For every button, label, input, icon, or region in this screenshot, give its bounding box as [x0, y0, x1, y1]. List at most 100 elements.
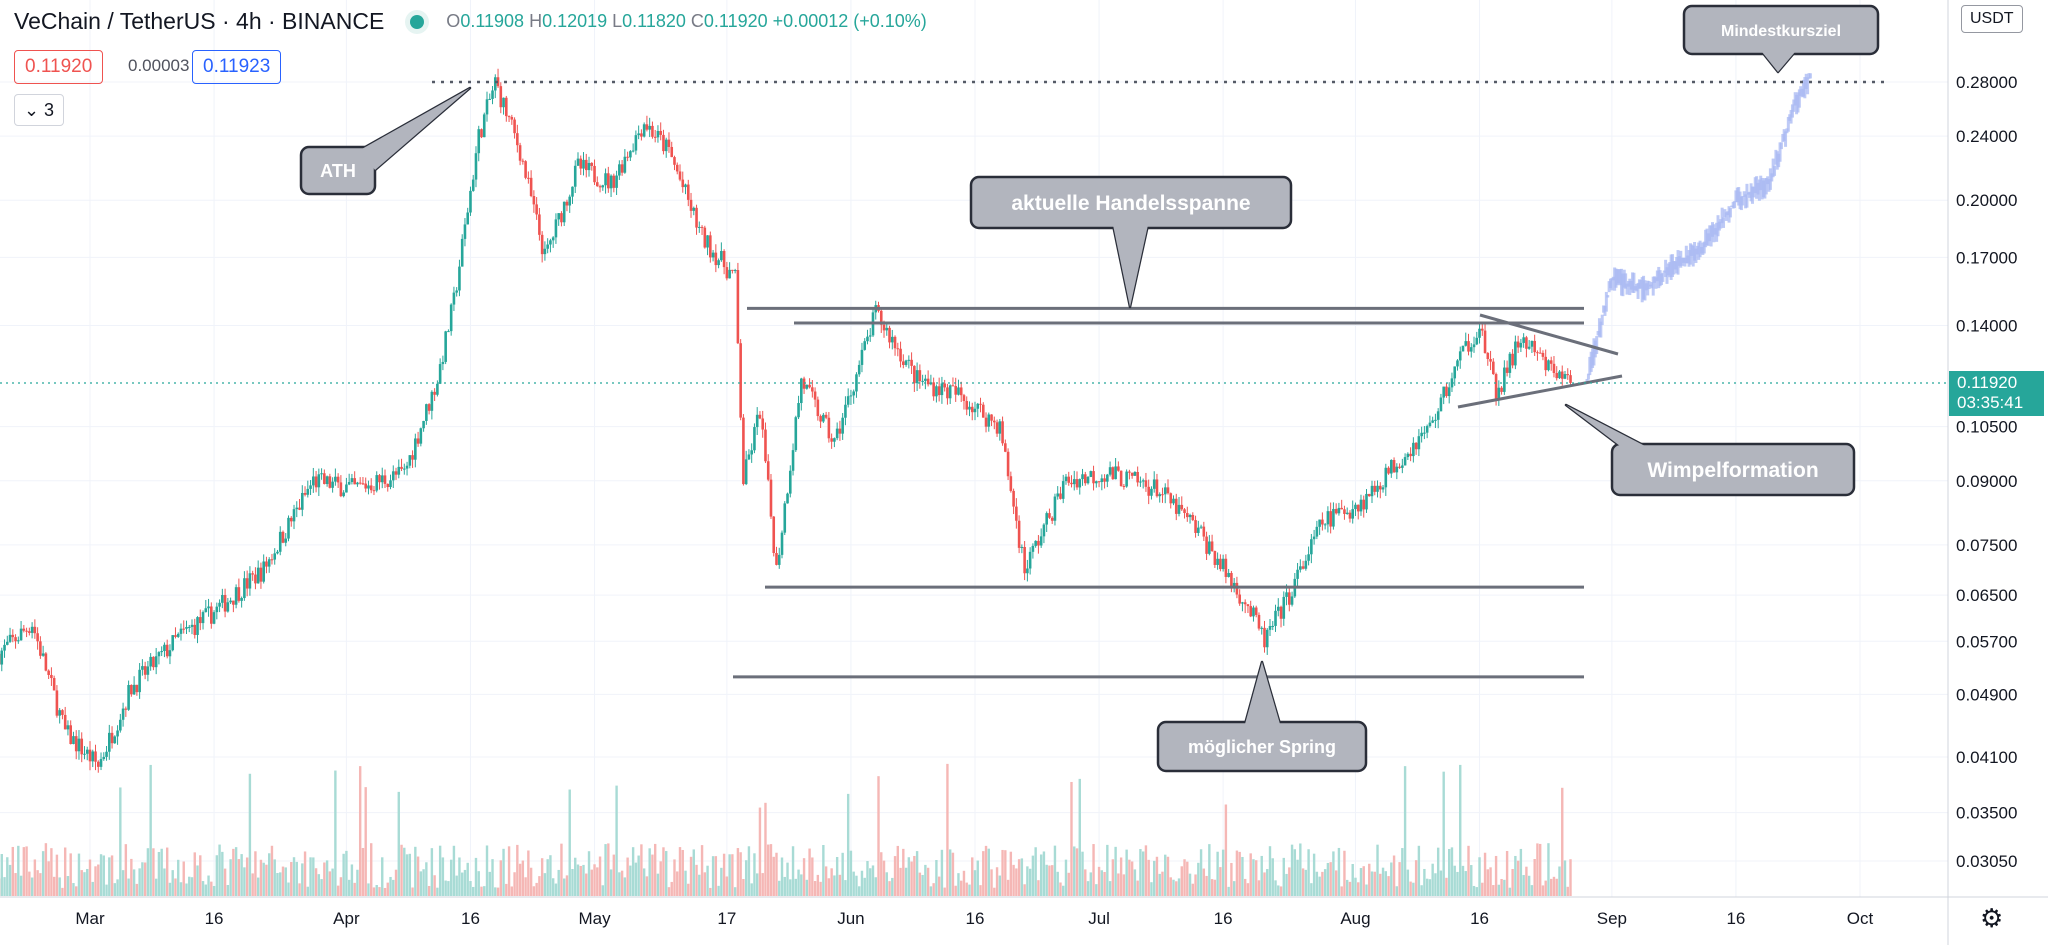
- volume-bar: [182, 861, 185, 896]
- candle-body: [775, 552, 778, 565]
- gear-icon[interactable]: ⚙: [1980, 903, 2004, 933]
- candle-body: [466, 212, 470, 225]
- candle-body: [1414, 442, 1418, 450]
- volume-bar: [1439, 870, 1443, 896]
- candle-body: [913, 365, 916, 384]
- volume-bar: [513, 872, 516, 896]
- candle-body: [970, 406, 974, 413]
- price-tick-label: 0.04900: [1956, 685, 2017, 704]
- candle-body: [601, 185, 605, 188]
- volume-bar: [1263, 872, 1266, 896]
- volume-bar: [1472, 885, 1476, 896]
- price-tick-label: 0.07500: [1956, 536, 2017, 555]
- candle-body: [841, 417, 844, 434]
- drawing-lines[interactable]: [432, 80, 1884, 679]
- time-axis[interactable]: Mar 16 Apr 16 May 17 Jun 16 Jul 16 Aug 16 Sep 16 Oct: [75, 909, 1873, 928]
- volume-bar: [196, 865, 199, 896]
- price-axis[interactable]: 0.28000 0.24000 0.20000 0.17000 0.14000 0.105…: [1956, 73, 2017, 871]
- volume-bar: [747, 846, 751, 896]
- candle-body: [502, 97, 505, 108]
- volume-bar: [287, 882, 290, 896]
- callout-pointer-fill: [1566, 405, 1645, 446]
- candle-body: [185, 627, 188, 629]
- candle-body: [1064, 476, 1068, 482]
- candle-body: [1020, 546, 1024, 548]
- volume-bar: [77, 853, 81, 896]
- volume-bar: [1343, 850, 1346, 896]
- volume-bar: [1108, 881, 1112, 896]
- indicators-toggle[interactable]: ⌄ 3: [14, 94, 64, 126]
- volume-bar: [835, 857, 839, 896]
- candle-body: [1061, 481, 1065, 499]
- live-dot-icon: [410, 14, 425, 29]
- candle-body: [1370, 485, 1374, 497]
- volume-bar: [146, 848, 150, 896]
- volume-bar: [1053, 845, 1057, 896]
- candles[interactable]: [0, 68, 1572, 773]
- candle-body: [331, 481, 334, 488]
- sell-button[interactable]: 0.11920: [14, 50, 104, 84]
- volume-bar: [347, 879, 351, 896]
- volume-bar: [204, 884, 207, 896]
- volume-bar: [1420, 885, 1423, 896]
- candle-body: [372, 490, 376, 492]
- pennant-lower-line[interactable]: [1457, 374, 1623, 409]
- pennant-upper-line[interactable]: [1479, 313, 1619, 356]
- candle-body: [52, 678, 56, 691]
- volume-bar: [165, 847, 169, 896]
- volume-bar: [1461, 865, 1465, 896]
- candle-body: [215, 606, 219, 613]
- volume-bar: [863, 877, 866, 896]
- price-tick-label: 0.17000: [1956, 248, 2017, 267]
- candle-body: [777, 554, 781, 565]
- candle-body: [626, 156, 629, 158]
- volume-bar: [1536, 843, 1539, 896]
- buy-button[interactable]: 0.11923: [192, 50, 282, 84]
- candle-body: [1296, 569, 1299, 579]
- volume-bar: [565, 875, 569, 896]
- candle-body: [576, 158, 580, 166]
- price-tick-label: 0.24000: [1956, 127, 2017, 146]
- volume-bar: [549, 855, 552, 896]
- volume-bar: [17, 845, 20, 896]
- volume-bar: [838, 874, 842, 896]
- volume-bar: [819, 881, 822, 896]
- candle-body: [154, 656, 158, 668]
- volume-bar: [954, 885, 957, 896]
- candle-body: [325, 476, 329, 485]
- low-label: L: [612, 11, 623, 31]
- currency-button[interactable]: USDT: [1961, 5, 2023, 33]
- symbol-title[interactable]: VeChain / TetherUS · 4h · BINANCE: [14, 8, 385, 34]
- candle-body: [714, 252, 718, 266]
- volume-bar: [780, 857, 784, 896]
- candle-body: [656, 130, 660, 138]
- volume-bar: [656, 873, 660, 896]
- volume-bar: [273, 859, 276, 896]
- volume-bar: [1111, 859, 1115, 896]
- candle-body: [292, 509, 296, 522]
- candle-body: [1241, 602, 1244, 604]
- volume-bar: [1246, 883, 1250, 896]
- candle-body: [1276, 606, 1280, 611]
- candle-body: [210, 606, 213, 624]
- candle-body: [546, 244, 549, 249]
- candle-body: [11, 634, 15, 638]
- candle-body: [1136, 471, 1139, 483]
- candle-body: [937, 386, 941, 396]
- candle-body: [943, 383, 946, 388]
- candle-body: [33, 626, 37, 634]
- candle-body: [328, 476, 332, 488]
- candle-body: [270, 559, 274, 561]
- volume-bar: [221, 851, 224, 896]
- volume-bar: [447, 881, 450, 896]
- candle-body: [105, 751, 108, 757]
- volume-bar: [306, 886, 310, 896]
- legend-header: VeChain / TetherUS · 4h · BINANCE O0.119…: [14, 8, 927, 35]
- candle-body: [973, 408, 977, 413]
- candle-body: [888, 327, 891, 343]
- volume-bar: [88, 859, 92, 896]
- candle-body: [1230, 572, 1233, 587]
- volume-bar: [535, 882, 538, 896]
- volume-bar: [259, 859, 263, 896]
